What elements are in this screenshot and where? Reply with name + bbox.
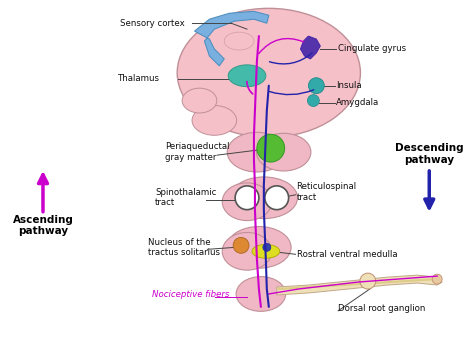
Text: Ascending
pathway: Ascending pathway <box>12 215 73 236</box>
Ellipse shape <box>227 132 287 172</box>
Ellipse shape <box>177 8 360 137</box>
Text: Sensory cortex: Sensory cortex <box>120 19 185 28</box>
Text: Thalamus: Thalamus <box>118 74 160 83</box>
Ellipse shape <box>227 226 291 268</box>
Text: Nucleus of the
tractus solitarius: Nucleus of the tractus solitarius <box>148 238 220 257</box>
Text: Descending
pathway: Descending pathway <box>395 143 464 165</box>
Ellipse shape <box>182 88 217 113</box>
Text: Reticulospinal
tract: Reticulospinal tract <box>297 182 356 201</box>
Ellipse shape <box>228 65 266 87</box>
Ellipse shape <box>256 133 311 171</box>
Text: Cingulate gyrus: Cingulate gyrus <box>338 45 406 53</box>
Ellipse shape <box>252 244 280 258</box>
Polygon shape <box>277 275 442 295</box>
Ellipse shape <box>222 183 272 221</box>
Circle shape <box>263 243 271 251</box>
Text: Nociceptive fibers: Nociceptive fibers <box>152 290 229 299</box>
Polygon shape <box>194 11 269 66</box>
Ellipse shape <box>236 276 286 311</box>
Ellipse shape <box>230 177 298 219</box>
Circle shape <box>308 95 319 106</box>
Ellipse shape <box>192 105 237 135</box>
Text: Insula: Insula <box>336 81 362 90</box>
Text: Periaqueductal
gray matter: Periaqueductal gray matter <box>165 142 229 162</box>
Circle shape <box>233 237 249 253</box>
Circle shape <box>360 273 376 289</box>
Circle shape <box>309 78 324 94</box>
Circle shape <box>265 186 289 210</box>
Text: Dorsal root ganglion: Dorsal root ganglion <box>338 304 426 313</box>
Circle shape <box>432 274 442 284</box>
Text: Amygdala: Amygdala <box>336 98 379 107</box>
Text: Rostral ventral medulla: Rostral ventral medulla <box>297 250 397 259</box>
Ellipse shape <box>224 32 254 50</box>
Text: Spinothalamic
tract: Spinothalamic tract <box>155 188 216 208</box>
Circle shape <box>235 186 259 210</box>
Ellipse shape <box>222 233 272 270</box>
Polygon shape <box>301 36 320 59</box>
Circle shape <box>257 134 285 162</box>
